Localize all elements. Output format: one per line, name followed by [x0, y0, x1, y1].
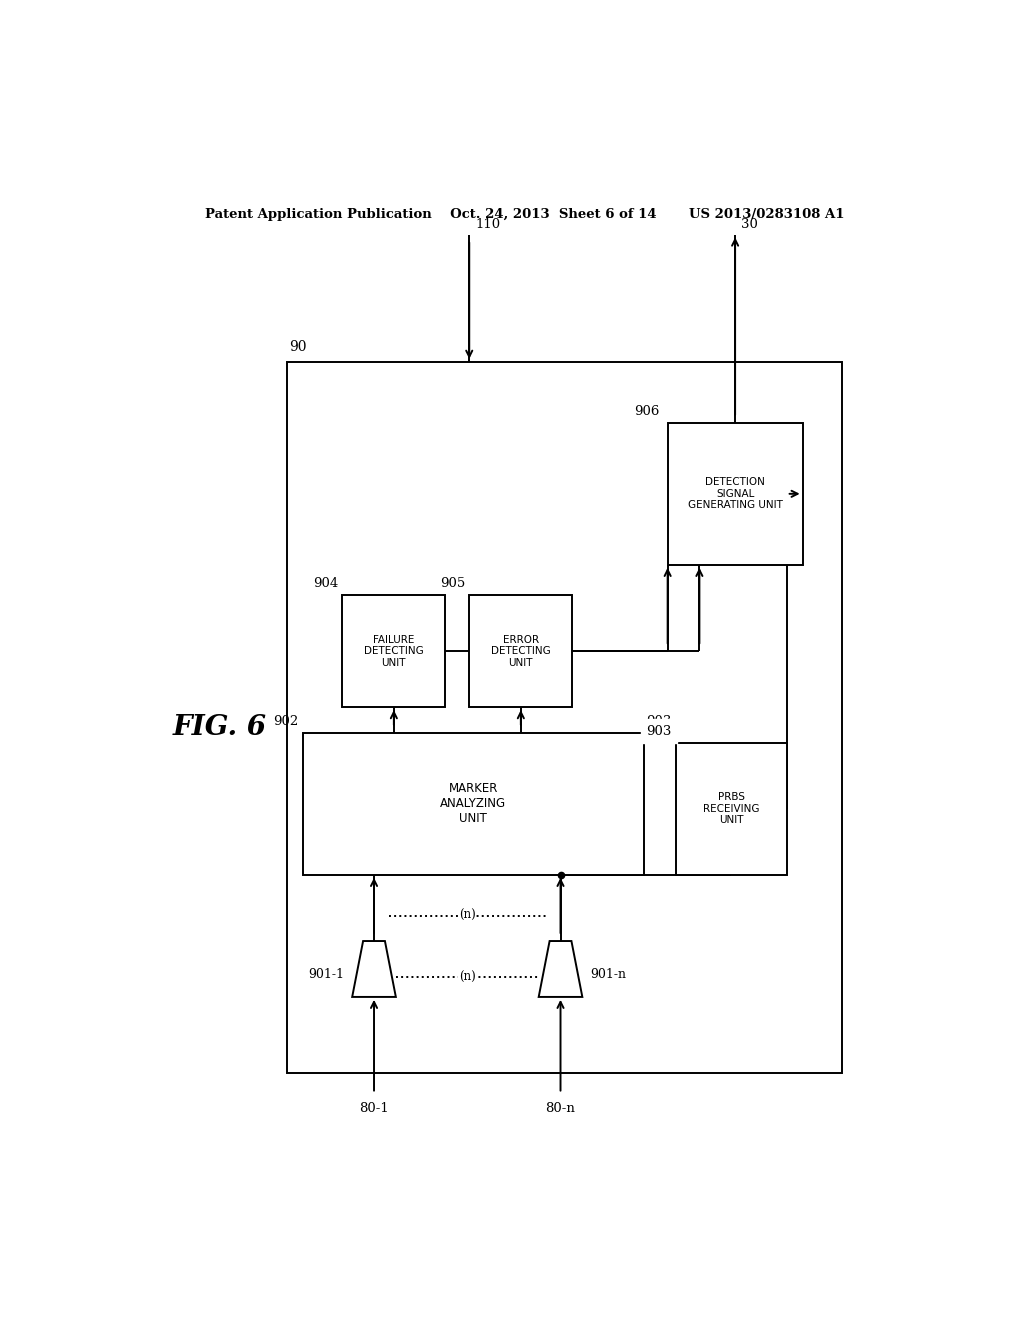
Text: (n): (n): [459, 972, 475, 983]
Text: PRBS
RECEIVING
UNIT: PRBS RECEIVING UNIT: [702, 792, 760, 825]
Text: 903: 903: [646, 725, 672, 738]
Text: 901-1: 901-1: [308, 968, 344, 981]
Bar: [469, 595, 572, 708]
Text: 110: 110: [475, 218, 501, 231]
Polygon shape: [352, 941, 396, 997]
Text: 902: 902: [273, 714, 299, 727]
Text: 80-1: 80-1: [359, 1102, 389, 1114]
Text: Patent Application Publication    Oct. 24, 2013  Sheet 6 of 14       US 2013/028: Patent Application Publication Oct. 24, …: [205, 207, 845, 220]
Bar: [342, 595, 445, 708]
Text: ERROR
DETECTING
UNIT: ERROR DETECTING UNIT: [490, 635, 551, 668]
Text: FAILURE
DETECTING
UNIT: FAILURE DETECTING UNIT: [364, 635, 424, 668]
Text: 906: 906: [634, 405, 659, 417]
Text: MARKER
ANALYZING
UNIT: MARKER ANALYZING UNIT: [440, 783, 506, 825]
Text: 904: 904: [313, 577, 338, 590]
Text: DETECTION
SIGNAL
GENERATING UNIT: DETECTION SIGNAL GENERATING UNIT: [688, 478, 782, 511]
Text: 30: 30: [741, 218, 759, 231]
Text: (n): (n): [459, 909, 475, 923]
Bar: [303, 733, 644, 875]
Bar: [676, 743, 786, 875]
Text: 90: 90: [289, 339, 306, 354]
Polygon shape: [539, 941, 583, 997]
Text: 901-n: 901-n: [590, 968, 627, 981]
Text: 903: 903: [646, 714, 672, 727]
Bar: [668, 422, 803, 565]
Text: FIG. 6: FIG. 6: [172, 714, 266, 741]
Text: 905: 905: [440, 577, 465, 590]
Text: 80-n: 80-n: [546, 1102, 575, 1114]
Bar: [287, 362, 842, 1073]
